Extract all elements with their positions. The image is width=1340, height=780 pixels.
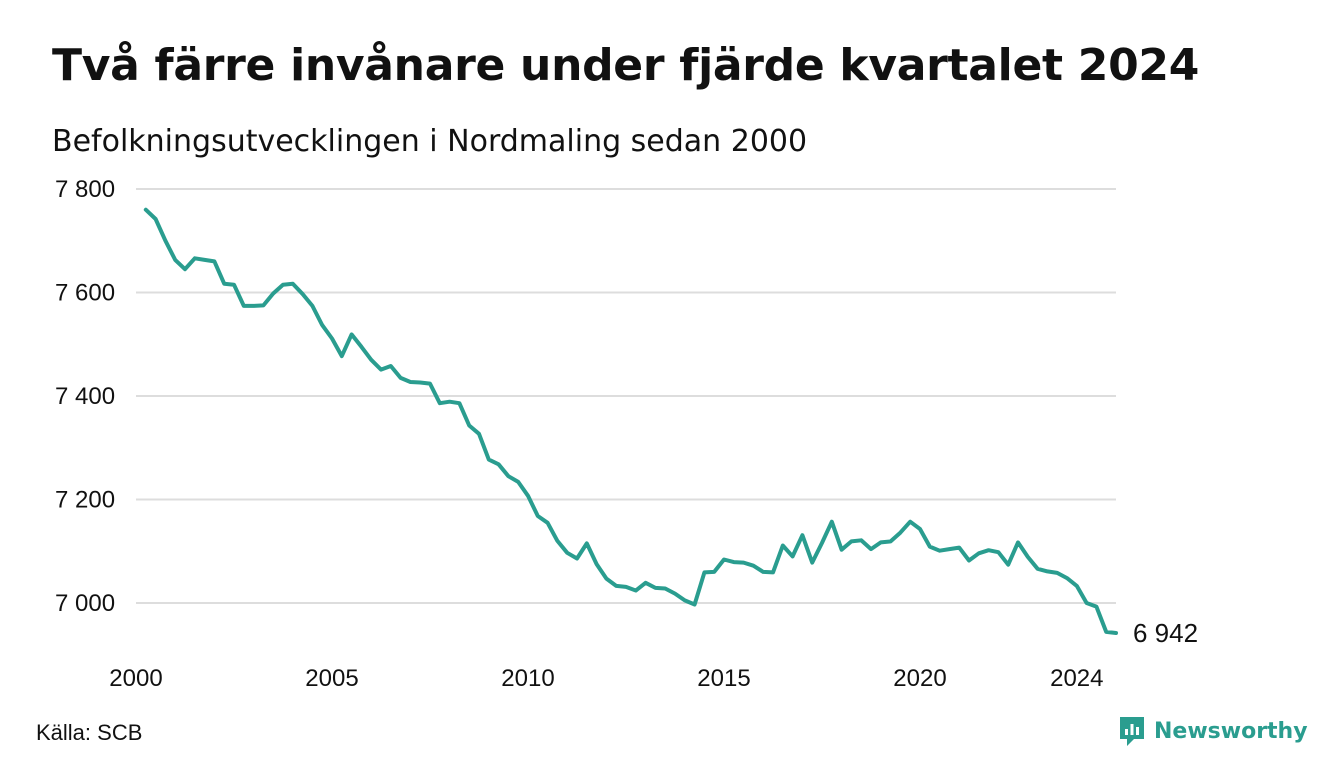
x-tick-label: 2024: [1050, 665, 1103, 692]
brand-logo: Newsworthy: [1118, 714, 1308, 748]
y-tick-label: 7 600: [55, 279, 115, 306]
newsworthy-logo-icon: [1118, 715, 1146, 747]
x-tick-label: 2000: [109, 665, 162, 692]
chart-title: Två färre invånare under fjärde kvartale…: [52, 40, 1200, 91]
chart-subtitle: Befolkningsutvecklingen i Nordmaling sed…: [52, 124, 808, 159]
brand-name: Newsworthy: [1154, 718, 1308, 744]
x-tick-label: 2015: [697, 665, 750, 692]
y-tick-label: 7 800: [55, 176, 115, 203]
x-tick-label: 2010: [501, 665, 554, 692]
y-tick-label: 7 200: [55, 486, 115, 513]
end-value-label: 6 942: [1133, 618, 1198, 648]
source-credit: Källa: SCB: [36, 720, 143, 745]
series-line: [143, 207, 1118, 635]
y-tick-label: 7 000: [55, 590, 115, 617]
x-tick-label: 2005: [305, 665, 358, 692]
x-tick-label: 2020: [893, 665, 946, 692]
y-tick-label: 7 400: [55, 383, 115, 410]
